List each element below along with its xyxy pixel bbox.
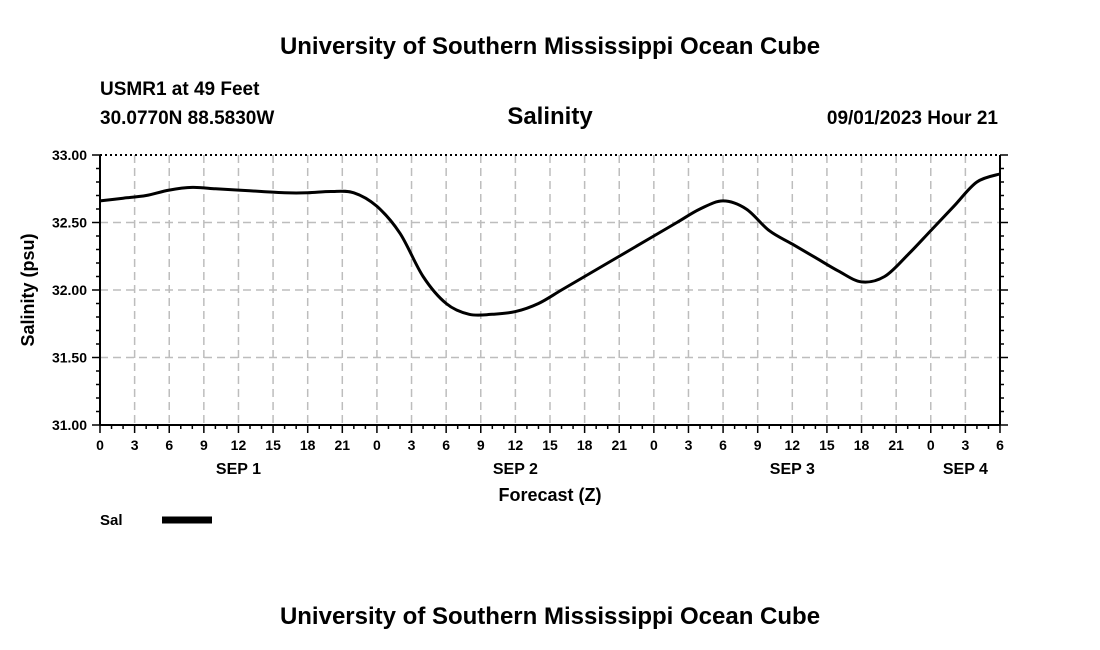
main-title: University of Southern Mississippi Ocean… — [280, 33, 820, 60]
day-label: SEP 2 — [493, 461, 538, 478]
series-line-sal — [99, 172, 1001, 317]
x-tick-label: 15 — [542, 437, 558, 453]
day-label: SEP 1 — [216, 461, 261, 478]
x-tick-label: 12 — [508, 437, 524, 453]
x-tick-label: 3 — [408, 437, 416, 453]
x-tick-label: 6 — [719, 437, 727, 453]
x-tick-label: 18 — [300, 437, 316, 453]
x-tick-label: 12 — [231, 437, 247, 453]
x-tick-label: 21 — [888, 437, 904, 453]
x-axis-label: Forecast (Z) — [498, 485, 601, 505]
x-tick-label: 15 — [265, 437, 281, 453]
x-tick-label: 3 — [685, 437, 693, 453]
coordinates-label: 30.0770N 88.5830W — [100, 108, 274, 129]
y-tick-label: 31.00 — [52, 417, 87, 433]
y-axis-label: Salinity (psu) — [18, 233, 38, 346]
x-tick-label: 15 — [819, 437, 835, 453]
y-tick-label: 32.00 — [52, 282, 87, 298]
chart-title: Salinity — [507, 103, 593, 130]
x-tick-label: 0 — [927, 437, 935, 453]
x-tick-label: 3 — [961, 437, 969, 453]
footer-title: University of Southern Mississippi Ocean… — [280, 603, 820, 630]
axis-layer: 0 3 6 9 12 15 18 21 0 3 6 9 12 15 18 21 0 3 6 9 12 15 18 21 0 3 6 3… — [52, 147, 1008, 478]
grid-layer — [100, 155, 1000, 425]
x-tick-label: 3 — [131, 437, 139, 453]
x-tick-label: 21 — [335, 437, 351, 453]
legend-label-sal: Sal — [100, 512, 123, 529]
x-tick-label: 21 — [611, 437, 627, 453]
forecast-datetime: 09/01/2023 Hour 21 — [827, 108, 999, 129]
x-tick-label: 18 — [854, 437, 870, 453]
y-tick-label: 33.00 — [52, 147, 87, 163]
x-tick-label: 6 — [165, 437, 173, 453]
x-tick-label: 18 — [577, 437, 593, 453]
series-layer — [99, 172, 1001, 317]
x-tick-label: 6 — [996, 437, 1004, 453]
legend: Sal — [100, 512, 212, 529]
x-tick-label: 6 — [442, 437, 450, 453]
x-tick-label: 9 — [754, 437, 762, 453]
y-tick-label: 32.50 — [52, 215, 87, 231]
x-tick-label: 0 — [96, 437, 104, 453]
day-label: SEP 3 — [770, 461, 815, 478]
y-tick-label: 31.50 — [52, 350, 87, 366]
x-tick-label: 12 — [785, 437, 801, 453]
station-label: USMR1 at 49 Feet — [100, 79, 260, 100]
x-tick-label: 9 — [477, 437, 485, 453]
x-tick-label: 9 — [200, 437, 208, 453]
x-tick-label: 0 — [373, 437, 381, 453]
day-label: SEP 4 — [943, 461, 988, 478]
x-tick-label: 0 — [650, 437, 658, 453]
